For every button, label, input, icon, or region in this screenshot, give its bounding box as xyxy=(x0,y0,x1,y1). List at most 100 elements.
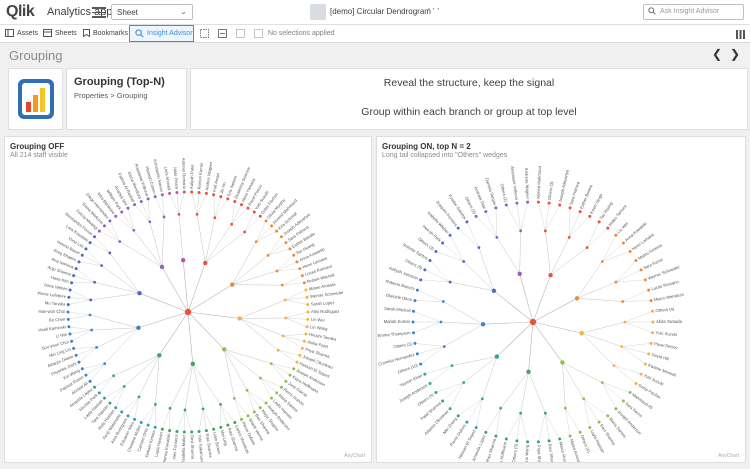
dendrogram-panel-right[interactable]: Grouping ON, top N = 2 Long tail collaps… xyxy=(376,136,746,463)
group-node xyxy=(574,296,580,301)
sheet-select-value: Sheet xyxy=(117,8,138,17)
leaf-node xyxy=(643,362,647,366)
leaf-node xyxy=(515,201,519,205)
bookmarks-button[interactable]: Bookmarks xyxy=(83,29,128,37)
leaf-label: Bo Chen xyxy=(49,317,66,323)
leaf-label: Andres Wagner xyxy=(204,161,213,191)
leaf-link xyxy=(76,347,97,356)
dendrogram-panel-left[interactable]: Grouping OFF All 214 staff visible Aaliy… xyxy=(4,136,372,463)
selections-tool-icon[interactable] xyxy=(218,29,227,38)
subgroup-node xyxy=(567,236,571,239)
leaf-link xyxy=(506,413,521,440)
leaf-node xyxy=(77,260,81,264)
leaf-node xyxy=(526,440,530,444)
leaf-node xyxy=(298,353,302,357)
insight-search-input[interactable]: Ask Insight Advisor xyxy=(643,4,744,20)
leaf-node xyxy=(93,235,97,239)
leaf-node xyxy=(68,288,72,292)
sheet-select[interactable]: Sheet ⌄ xyxy=(111,4,193,20)
dendrogram-right[interactable]: Ahmed Mahmoud Others (3) Joseph AdeyanyaSa… xyxy=(377,137,745,462)
sub-branch-link xyxy=(232,284,283,286)
leaf-link xyxy=(109,386,125,404)
leaf-link xyxy=(162,194,165,217)
leaf-link xyxy=(231,201,235,225)
leaf-node xyxy=(419,278,423,282)
qlik-logo[interactable]: Qlik xyxy=(6,3,35,21)
leaf-label: Others (3) xyxy=(547,180,555,200)
leaf-link xyxy=(82,363,105,369)
subgroup-node xyxy=(93,280,97,284)
group-node xyxy=(221,347,227,352)
branch-link xyxy=(483,321,534,325)
sub-branch-link xyxy=(124,355,160,387)
sub-branch-link xyxy=(528,371,546,414)
sub-branch-link xyxy=(520,371,529,414)
leaf-node xyxy=(428,258,432,262)
leaf-link xyxy=(449,382,464,409)
search-icon xyxy=(648,7,656,15)
leaf-node xyxy=(651,331,655,335)
leaf-node xyxy=(108,401,112,405)
more-options-icon[interactable]: ··· xyxy=(427,3,441,15)
leaf-link xyxy=(285,299,308,305)
dendrogram-left[interactable]: Aaliyah Patel Ramon Kumar Andres WagnerKof… xyxy=(5,137,371,462)
branch-link xyxy=(139,292,189,313)
leaf-node xyxy=(102,396,106,400)
subgroup-node xyxy=(582,397,586,401)
leaf-link xyxy=(213,194,216,218)
leaf-node xyxy=(298,267,302,271)
sub-branch-link xyxy=(90,292,140,301)
bookmarks-label: Bookmarks xyxy=(93,29,129,37)
step-back-icon[interactable] xyxy=(236,29,245,38)
sub-branch-link xyxy=(91,327,139,331)
sub-branch-link xyxy=(205,224,232,264)
leaf-link xyxy=(520,202,528,231)
leaf-label: Anastasia Volkova xyxy=(510,166,520,201)
subgroup-node xyxy=(623,320,627,324)
leaf-node xyxy=(419,362,423,366)
leaf-node xyxy=(536,200,540,204)
group-node xyxy=(137,291,142,296)
previous-sheet-icon[interactable]: ❮ xyxy=(712,47,723,61)
branch-link xyxy=(187,311,240,319)
search-placeholder: Ask Insight Advisor xyxy=(660,8,720,15)
leaf-node xyxy=(628,391,632,395)
leaf-link xyxy=(615,279,646,283)
branch-link xyxy=(187,311,194,364)
sheets-button[interactable]: Sheets xyxy=(43,29,77,37)
chart-subtitle-right: Long tail collapsed into "Others" wedges xyxy=(382,152,508,159)
leaf-label: Others (3) xyxy=(393,341,413,349)
next-sheet-icon[interactable]: ❯ xyxy=(730,47,741,61)
group-node xyxy=(157,353,162,358)
leaf-node xyxy=(547,439,551,443)
leaf-node xyxy=(239,417,243,421)
leaf-label: Olamide Okon xyxy=(385,292,413,302)
leaf-link xyxy=(214,198,229,218)
leaf-node xyxy=(146,197,150,201)
leaf-link xyxy=(220,404,235,423)
leaf-node xyxy=(108,219,112,223)
leaf-label: Hae-won Choi xyxy=(38,309,65,314)
leaf-node xyxy=(411,331,415,335)
leaf-node xyxy=(67,325,71,329)
chart-credit-left: AnyChart xyxy=(344,453,365,459)
leaf-link xyxy=(246,390,267,404)
grid-view-icon[interactable] xyxy=(736,30,745,39)
leaf-link xyxy=(420,279,451,283)
assets-button[interactable]: Assets xyxy=(5,29,38,37)
sheet-thumbnail xyxy=(310,4,326,20)
subgroup-node xyxy=(259,376,262,380)
leaf-link xyxy=(495,207,498,238)
clear-selections-icon[interactable] xyxy=(254,29,263,38)
subgroup-node xyxy=(448,280,452,284)
leaf-link xyxy=(622,289,649,302)
hamburger-menu-icon[interactable] xyxy=(92,4,106,20)
subgroup-node xyxy=(585,246,589,249)
leaf-link xyxy=(545,413,550,441)
leaf-link xyxy=(94,236,110,254)
insight-advisor-button[interactable]: Insight Advisor xyxy=(129,25,194,42)
smart-search-icon[interactable] xyxy=(200,29,209,38)
leaf-label: David Hill xyxy=(651,352,669,362)
leaf-node xyxy=(415,288,419,292)
leaf-node xyxy=(275,229,279,233)
